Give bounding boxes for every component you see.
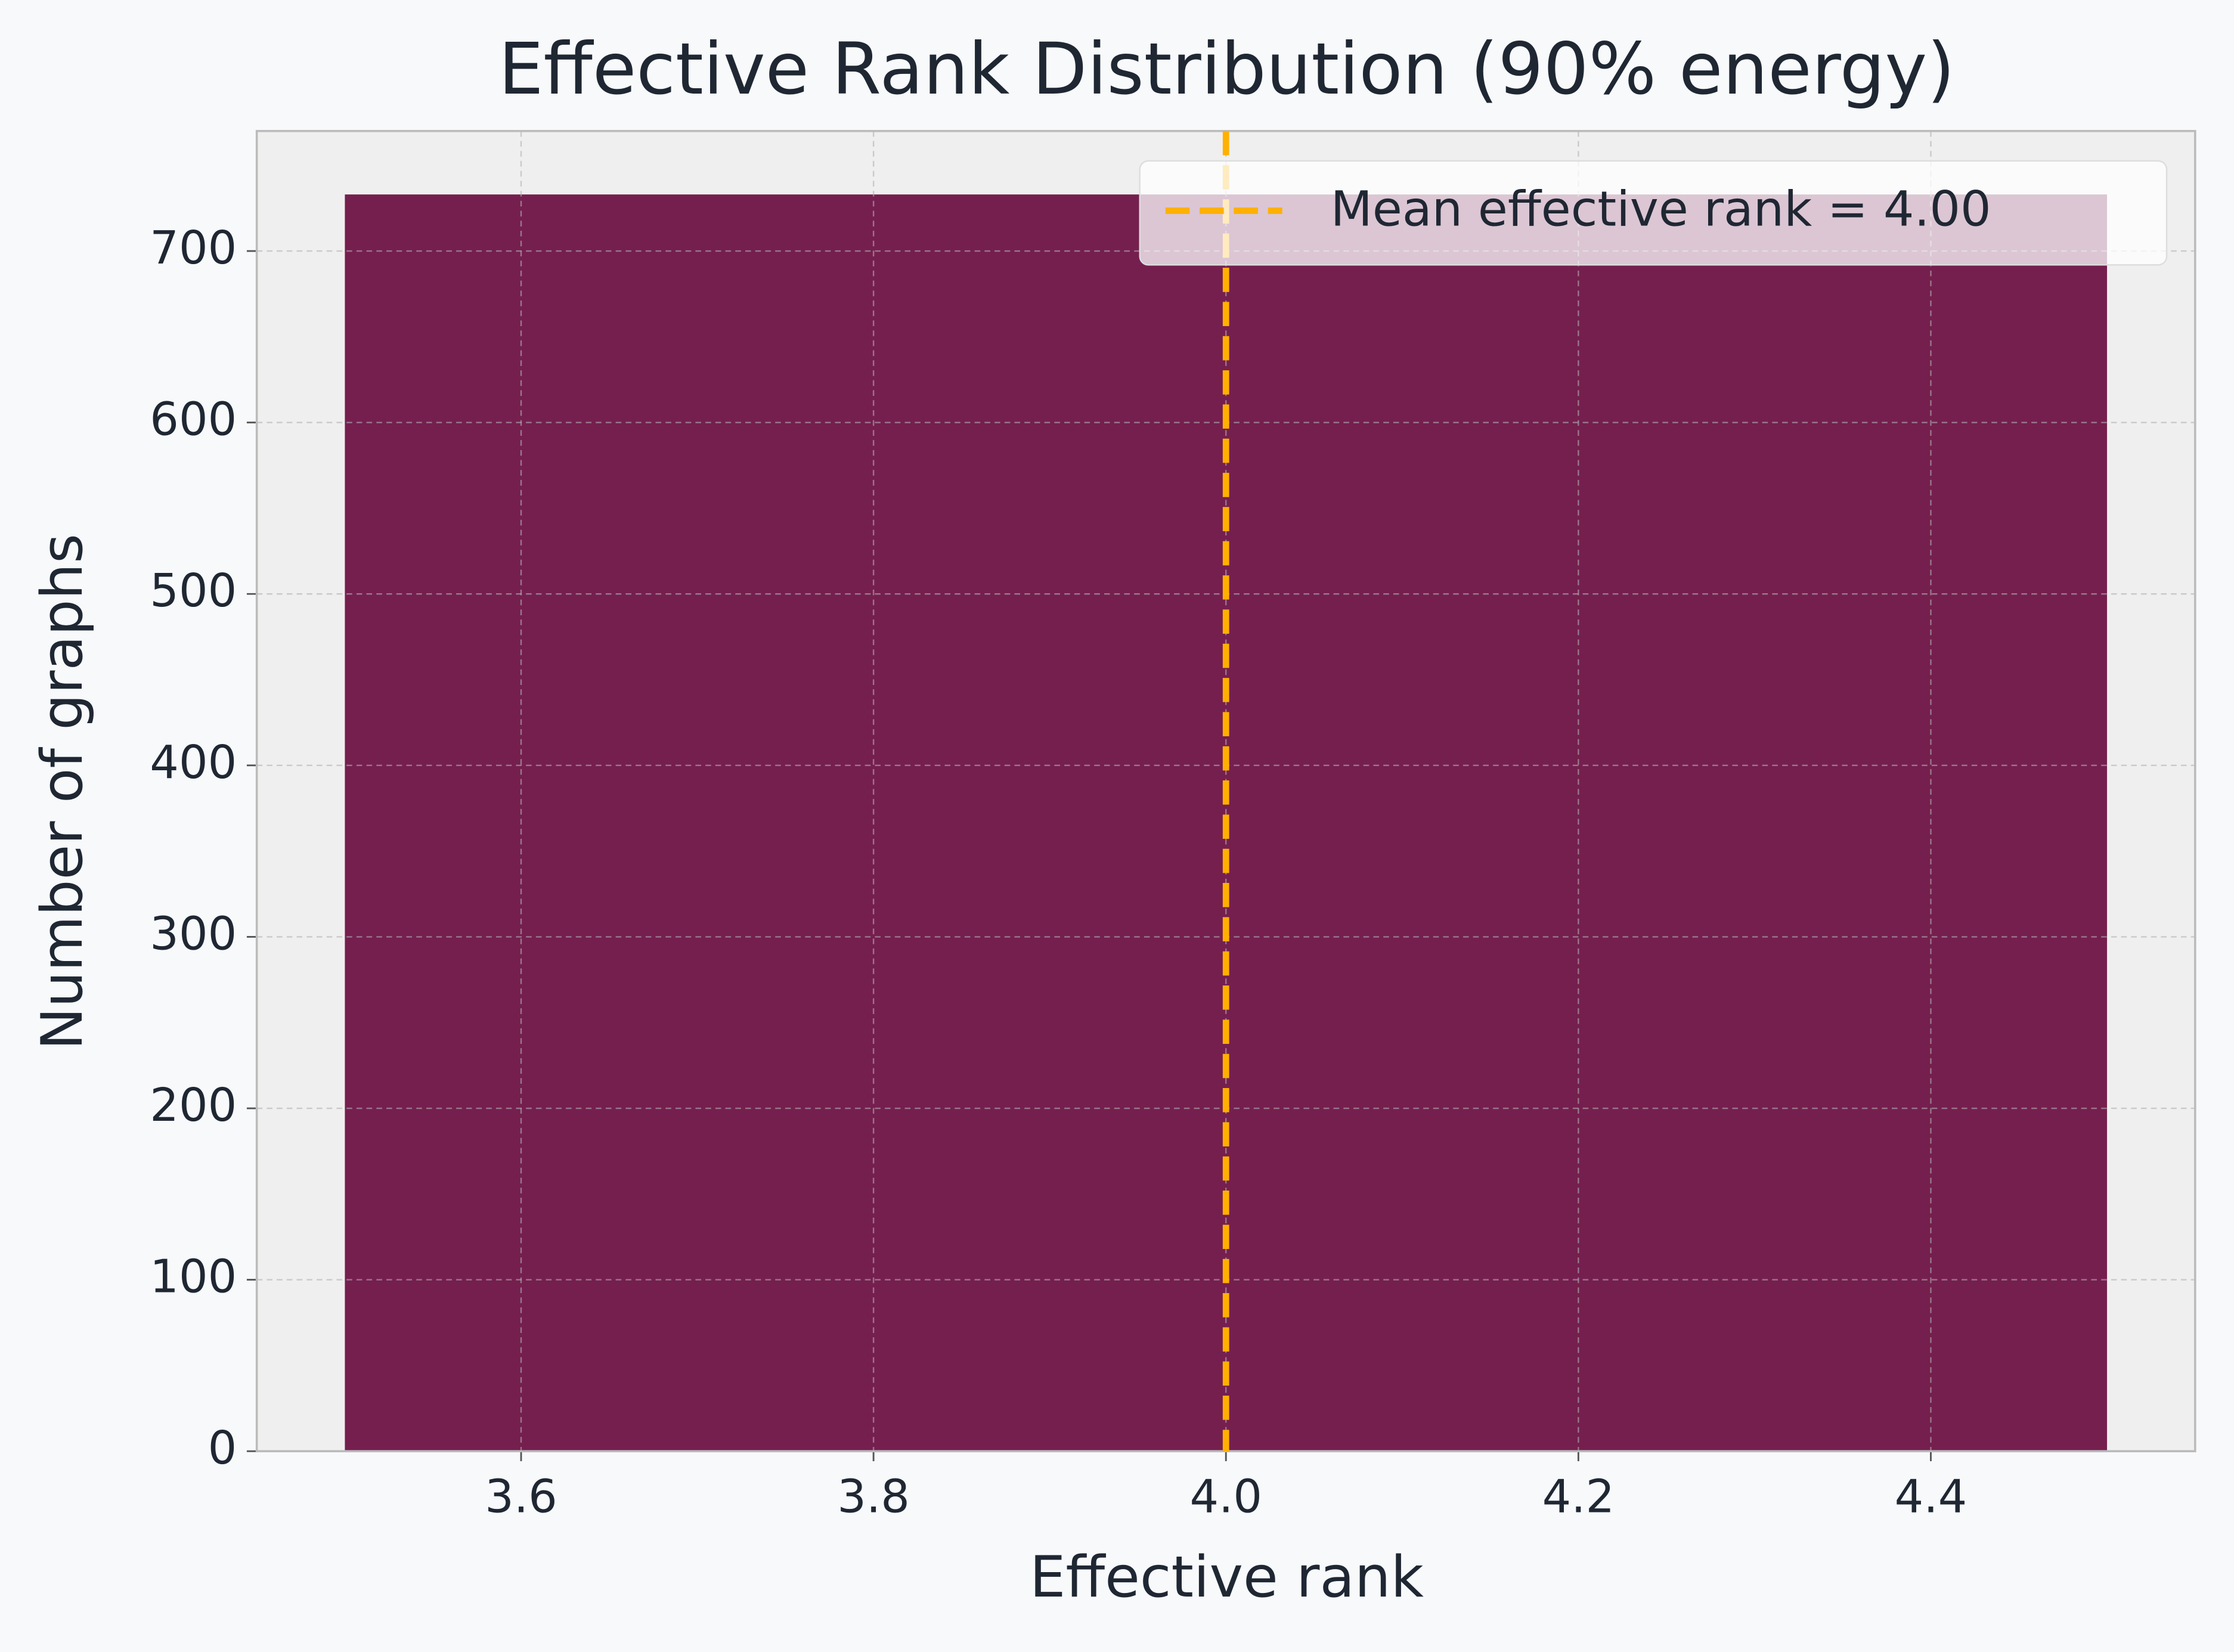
legend [1139, 160, 2168, 266]
y-tick-label: 400 [150, 736, 237, 789]
x-tick-label: 3.8 [837, 1470, 910, 1523]
y-tick-label: 100 [150, 1251, 237, 1304]
x-tick-label: 3.6 [485, 1470, 557, 1523]
y-tick-label: 0 [208, 1422, 237, 1475]
y-tick-label: 600 [150, 393, 237, 447]
x-axis-label: Effective rank [1030, 1543, 1424, 1610]
chart-title: Effective Rank Distribution (90% energy) [498, 28, 1955, 111]
x-tick-label: 4.2 [1542, 1470, 1615, 1523]
x-tick-label: 4.4 [1895, 1470, 1967, 1523]
y-tick-label: 700 [150, 222, 237, 275]
x-tick-label: 4.0 [1189, 1470, 1262, 1523]
y-tick-label: 500 [150, 565, 237, 618]
y-tick-label: 300 [150, 907, 237, 960]
y-tick-label: 200 [150, 1079, 237, 1132]
legend-label: Mean effective rank = 4.00 [1331, 181, 1991, 237]
y-axis-label: Number of graphs [29, 534, 95, 1050]
